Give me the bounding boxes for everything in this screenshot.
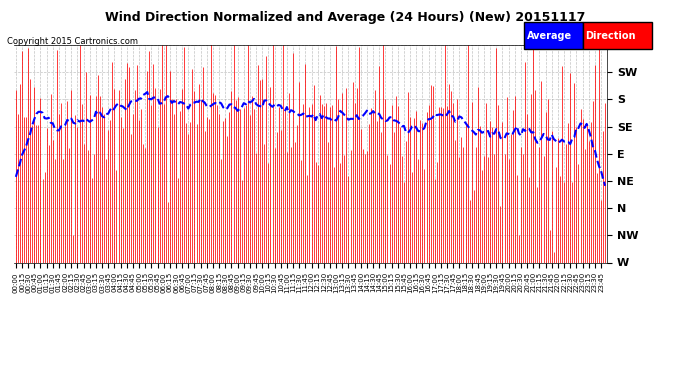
Text: Direction: Direction xyxy=(585,31,635,40)
Text: Copyright 2015 Cartronics.com: Copyright 2015 Cartronics.com xyxy=(7,38,138,46)
Text: Average: Average xyxy=(526,31,571,40)
Text: Wind Direction Normalized and Average (24 Hours) (New) 20151117: Wind Direction Normalized and Average (2… xyxy=(105,11,585,24)
